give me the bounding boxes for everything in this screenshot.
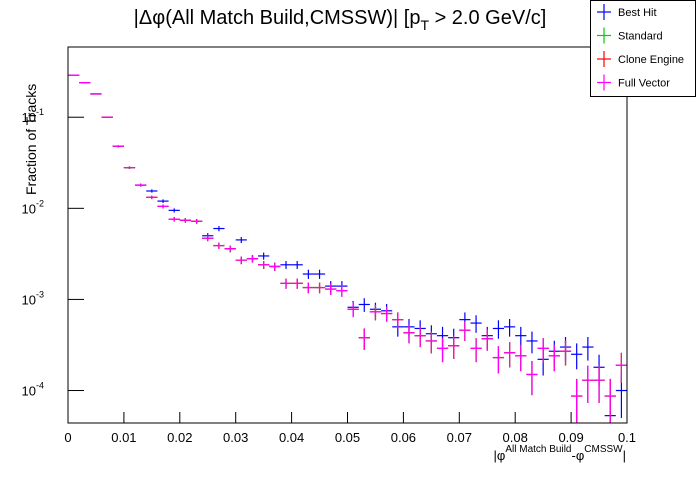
x-label-mid: -φ	[572, 448, 585, 463]
x-tick-label: 0.03	[223, 430, 248, 445]
x-tick-label: 0.1	[618, 430, 636, 445]
y-tick-base: 10	[22, 292, 36, 307]
title-rest: > 2.0 GeV/c]	[429, 7, 546, 29]
x-tick-label: 0.09	[558, 430, 583, 445]
y-tick-exponent: -1	[36, 107, 44, 117]
plot-area	[68, 74, 627, 423]
y-tick-exponent: -2	[36, 198, 44, 208]
x-tick-label: 0.02	[167, 430, 192, 445]
x-tick-label: 0.06	[391, 430, 416, 445]
y-tick-base: 10	[22, 384, 36, 399]
legend-label: Standard	[618, 31, 663, 43]
title-sub: T	[420, 17, 429, 33]
x-label-end: |	[623, 448, 626, 463]
y-tick-label: 10-3	[22, 289, 44, 307]
x-tick-label: 0.07	[447, 430, 472, 445]
x-tick-label: 0.08	[503, 430, 528, 445]
x-label-sup: All Match Build	[505, 444, 571, 455]
y-tick-base: 10	[22, 201, 36, 216]
legend-label: Best Hit	[618, 7, 657, 19]
y-tick-exponent: -4	[36, 381, 44, 391]
x-axis-label: |φAll Match Build-φCMSSW|	[494, 444, 626, 463]
y-axis-label: Fraction of Tracks	[23, 84, 39, 195]
y-tick-exponent: -3	[36, 289, 44, 299]
x-label-main: |φ	[494, 448, 506, 463]
chart-title: |Δφ(All Match Build,CMSSW)| [pT > 2.0 Ge…	[134, 7, 547, 33]
y-tick-base: 10	[22, 110, 36, 125]
y-tick-label: 10-4	[22, 381, 44, 399]
title-main: |Δφ(All Match Build,CMSSW)| [p	[134, 7, 421, 29]
y-tick-label: 10-1	[22, 107, 44, 125]
x-tick-label: 0.04	[279, 430, 304, 445]
y-tick-label: 10-2	[22, 198, 44, 216]
legend-label: Full Vector	[618, 78, 670, 90]
legend-label: Clone Engine	[618, 54, 684, 66]
x-tick-label: 0.05	[335, 430, 360, 445]
legend: Best Hit Standard Clone Engine Full Vector	[590, 0, 696, 97]
x-tick-label: 0	[64, 430, 71, 445]
x-label-sup: CMSSW	[584, 444, 623, 455]
x-tick-label: 0.01	[111, 430, 136, 445]
